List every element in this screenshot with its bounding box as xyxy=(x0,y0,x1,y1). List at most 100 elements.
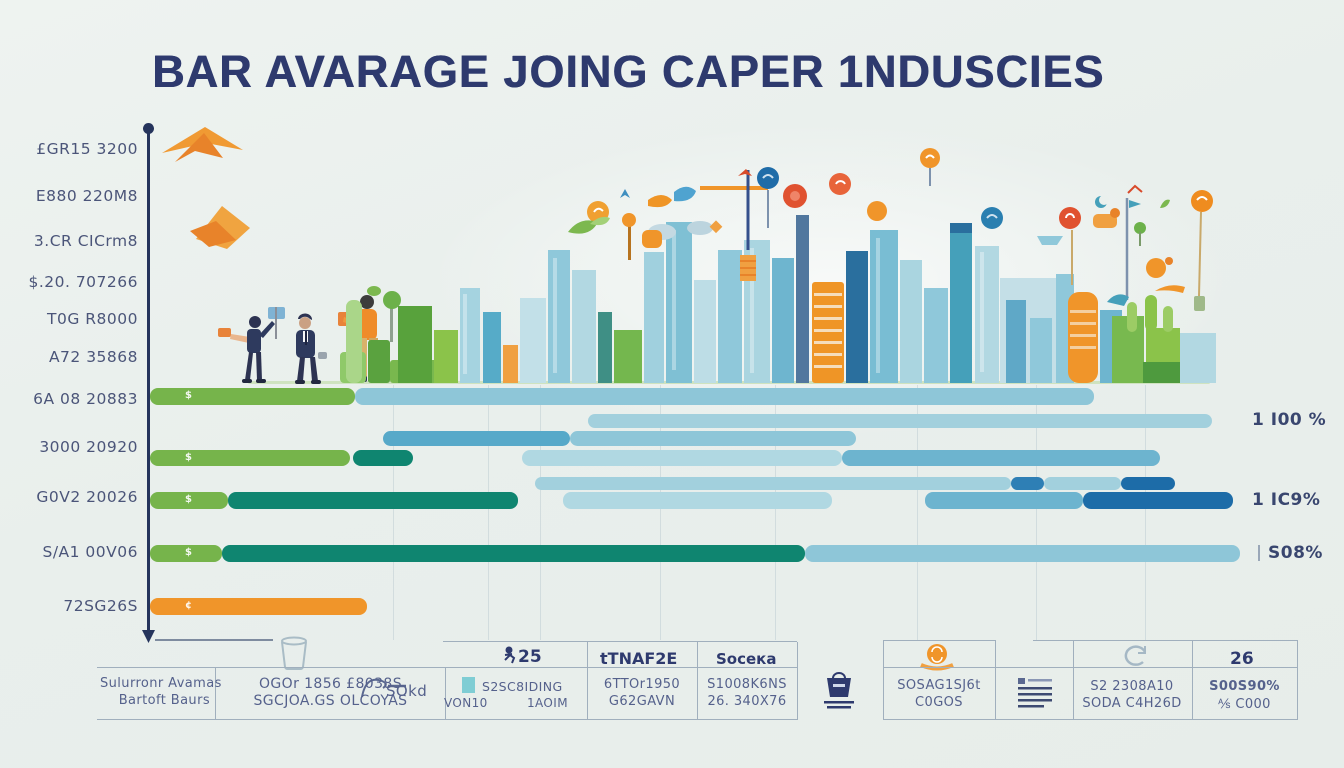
bird-icon xyxy=(162,127,250,249)
table-divider xyxy=(1073,640,1074,720)
chart-gridline xyxy=(540,385,541,640)
y-axis-label: T0G R8000 xyxy=(47,310,138,328)
table-cell-text: SOkd xyxy=(386,682,428,700)
table-cell-text: G62GAVN xyxy=(608,694,676,709)
y-axis-label: G0V2 20026 xyxy=(36,488,138,506)
table-divider xyxy=(587,642,588,720)
bar-segment xyxy=(150,492,228,509)
page-title: BAR AVARAGE JOING CAPER 1NDUSCIES xyxy=(152,46,1105,97)
bar-segment xyxy=(353,450,413,466)
bar-segment xyxy=(150,388,355,405)
bar-currency-glyph: $ xyxy=(185,547,192,558)
table-cell-text: VON10 xyxy=(444,696,488,710)
chart-gridline xyxy=(393,385,394,640)
table-cell-text: S2 2308A10 xyxy=(1090,679,1174,694)
table-cell-text: Sulurronr Avamas xyxy=(100,676,222,691)
table-cell-text: C0GOS xyxy=(915,695,963,710)
table-cell-text: Bartoft Baurs xyxy=(118,693,210,708)
bar-segment xyxy=(222,545,805,562)
bar-segment xyxy=(842,450,1160,466)
table-cell-text: OGOr 1856 £8038S xyxy=(259,676,402,692)
bar-segment xyxy=(1044,477,1121,490)
bar-percentage-label: 1 I00 % xyxy=(1252,410,1327,430)
table-divider xyxy=(1297,640,1298,720)
coins-icon xyxy=(920,644,954,671)
table-divider xyxy=(797,642,798,720)
table-cell-text: 6TTOr1950 xyxy=(603,677,681,692)
table-divider xyxy=(445,667,446,720)
y-axis-top-dot xyxy=(143,123,154,134)
table-cell-text: 26. 340X76 xyxy=(707,694,787,709)
table-border xyxy=(883,667,1297,668)
bar-segment xyxy=(150,545,222,562)
bar-currency-glyph: $ xyxy=(185,390,192,401)
y-axis-label: £GR15 3200 xyxy=(36,140,138,158)
header-right-value: 26 xyxy=(1230,649,1254,669)
table-cell-text: S1008K6NS xyxy=(707,677,787,692)
y-axis-line xyxy=(147,128,150,634)
header-col3: Soceкa xyxy=(716,650,777,668)
table-cell-text: SGCJOA.GS OLCOYAS xyxy=(253,693,408,709)
table-cell-text: SOSAG1SJ6t xyxy=(897,678,981,693)
y-axis-label: 3.CR CICrm8 xyxy=(33,232,138,250)
chart-gridline xyxy=(917,385,918,640)
city-buildings xyxy=(340,199,1216,383)
axis-arrow-icon xyxy=(142,630,155,643)
y-axis-label: 72SG26S xyxy=(63,597,138,615)
bar-currency-glyph: ¢ xyxy=(185,600,192,611)
bar-segment xyxy=(1083,492,1233,509)
table-border xyxy=(97,667,798,668)
table-header-rule xyxy=(883,640,995,641)
table-divider xyxy=(1192,640,1193,720)
bar-segment xyxy=(150,450,350,466)
chart-gridline xyxy=(488,385,489,640)
bar-segment xyxy=(805,545,1240,562)
bar-segment xyxy=(570,431,856,446)
bar-segment xyxy=(150,598,367,615)
table-header-rule xyxy=(443,641,797,642)
bar-segment xyxy=(522,450,842,466)
bar-segment xyxy=(563,492,832,509)
bar-currency-glyph: $ xyxy=(185,494,192,505)
header-runner-value: 25 xyxy=(518,647,542,667)
table-cell-text: S00S90% xyxy=(1209,679,1280,694)
bar-segment xyxy=(383,431,570,446)
y-axis-label: 6A 08 20883 xyxy=(33,390,138,408)
bar-percentage-label: S08% xyxy=(1268,542,1323,563)
bar-percentage-label: 1 IC9% xyxy=(1252,489,1321,510)
list-icon xyxy=(1018,678,1052,708)
table-border xyxy=(883,719,1297,720)
y-axis-label: A72 35868 xyxy=(48,348,138,366)
teal-square-icon xyxy=(462,677,475,693)
right-label-tick xyxy=(1258,544,1260,561)
table-divider xyxy=(883,640,884,720)
y-axis-label: $.20. 707266 xyxy=(28,273,138,291)
chart-gridline xyxy=(1036,385,1037,640)
table-divider xyxy=(697,642,698,720)
floating-pin-icons xyxy=(568,148,1213,311)
table-divider xyxy=(215,667,216,720)
bar-segment xyxy=(535,477,1011,490)
bar-segment xyxy=(1011,477,1044,490)
runner-icon xyxy=(504,646,516,664)
bar-segment xyxy=(925,492,1083,509)
header-col2: tTNAF2E xyxy=(600,649,678,668)
table-cell-text: ⅍ C000 xyxy=(1218,697,1271,712)
y-axis-label: E880 220M8 xyxy=(35,187,138,205)
table-cell-text: S2SC8IDING xyxy=(482,679,563,694)
chart-gridline xyxy=(660,385,661,640)
bar-segment xyxy=(355,388,1094,405)
chart-gridline xyxy=(775,385,776,640)
refresh-icon xyxy=(1124,645,1147,666)
bar-currency-glyph: $ xyxy=(185,452,192,463)
chart-gridline xyxy=(1145,385,1146,640)
y-axis-label: 3000 20920 xyxy=(39,438,138,456)
bar-segment xyxy=(1121,477,1175,490)
table-divider xyxy=(995,640,996,720)
bar-segment xyxy=(588,414,1212,428)
table-header-rule xyxy=(1033,640,1297,641)
table-cell-text: SODA C4H26D xyxy=(1082,696,1182,711)
